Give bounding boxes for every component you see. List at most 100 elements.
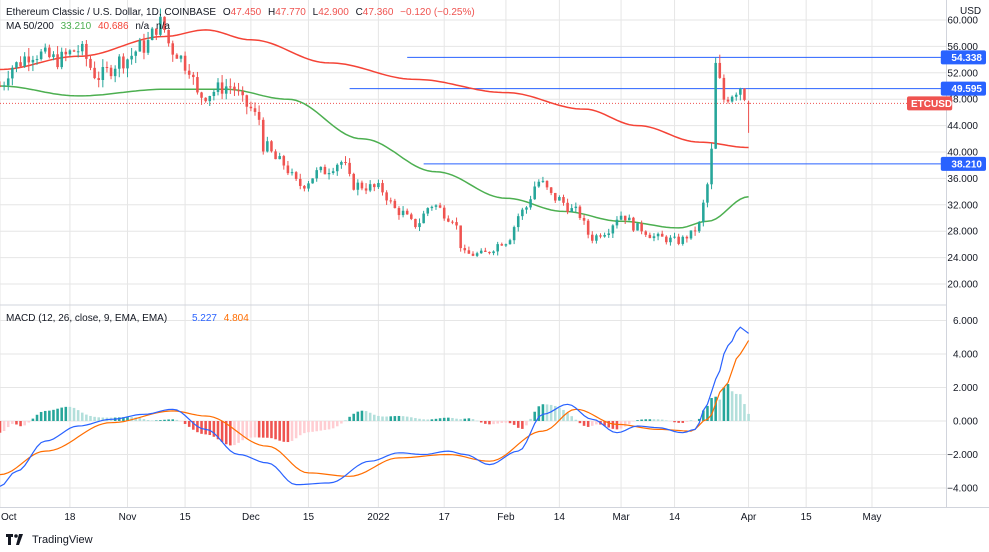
macd-legend[interactable]: MACD (12, 26, close, 9, EMA, EMA) 5.227 … (6, 313, 249, 324)
candle[interactable] (204, 97, 207, 103)
candle[interactable] (722, 74, 726, 103)
candle[interactable] (504, 243, 508, 247)
candle[interactable] (747, 100, 750, 133)
candle[interactable] (488, 251, 491, 255)
candle[interactable] (665, 235, 668, 245)
candle[interactable] (373, 183, 376, 192)
candle[interactable] (167, 29, 170, 47)
candle[interactable] (558, 195, 561, 201)
candle[interactable] (693, 226, 697, 236)
candle[interactable] (196, 71, 199, 95)
candle[interactable] (76, 45, 80, 58)
candle[interactable] (582, 214, 586, 225)
candle[interactable] (52, 51, 55, 61)
candle[interactable] (607, 228, 611, 238)
candle[interactable] (455, 217, 458, 230)
candle[interactable] (290, 168, 294, 176)
candle[interactable] (492, 250, 495, 256)
candle[interactable] (525, 206, 528, 214)
candle[interactable] (377, 179, 380, 190)
candle[interactable] (319, 166, 323, 173)
candle[interactable] (31, 55, 35, 72)
candle[interactable] (743, 88, 746, 102)
candle[interactable] (475, 251, 479, 258)
candle[interactable] (484, 247, 487, 252)
candle[interactable] (286, 160, 290, 176)
candle[interactable] (364, 183, 368, 195)
candle[interactable] (648, 232, 652, 239)
candle[interactable] (241, 86, 244, 102)
candle[interactable] (615, 216, 619, 229)
candle[interactable] (323, 164, 327, 175)
candle[interactable] (578, 205, 582, 220)
candle[interactable] (118, 54, 121, 78)
candle[interactable] (257, 105, 261, 126)
candle[interactable] (652, 233, 656, 242)
candle[interactable] (706, 182, 709, 208)
candle[interactable] (447, 215, 450, 223)
candle[interactable] (27, 47, 31, 72)
candle[interactable] (187, 64, 191, 79)
candle[interactable] (200, 91, 203, 105)
candle[interactable] (303, 185, 306, 192)
candle[interactable] (611, 224, 615, 239)
candle[interactable] (479, 248, 483, 254)
candle[interactable] (516, 213, 520, 232)
candle[interactable] (529, 195, 532, 210)
candle[interactable] (726, 96, 730, 104)
candle[interactable] (327, 168, 331, 180)
candle[interactable] (718, 54, 722, 79)
candle[interactable] (397, 206, 401, 220)
candle[interactable] (212, 88, 216, 101)
candle[interactable] (599, 233, 602, 239)
candle[interactable] (681, 235, 685, 246)
candle[interactable] (405, 208, 409, 215)
candle[interactable] (385, 190, 388, 205)
candle[interactable] (500, 242, 504, 246)
candle[interactable] (43, 43, 47, 54)
candle[interactable] (105, 61, 109, 73)
candle[interactable] (171, 40, 175, 62)
candle[interactable] (249, 101, 253, 112)
candle[interactable] (344, 156, 347, 166)
candle[interactable] (270, 140, 273, 153)
candle[interactable] (331, 167, 335, 175)
candle[interactable] (553, 192, 557, 204)
candle[interactable] (537, 179, 541, 188)
tradingview-branding[interactable]: TradingView (6, 532, 93, 548)
candle[interactable] (113, 65, 117, 83)
candle[interactable] (360, 180, 364, 191)
candle[interactable] (710, 143, 713, 190)
ma-legend[interactable]: MA 50/200 33.210 40.686 n/a n/a (6, 21, 170, 32)
candle[interactable] (636, 223, 639, 231)
candle[interactable] (734, 92, 738, 101)
candle[interactable] (471, 251, 475, 257)
candle[interactable] (574, 202, 578, 213)
series-legend[interactable]: Ethereum Classic / U.S. Dollar, 1D, COIN… (6, 7, 475, 18)
candle[interactable] (245, 94, 249, 115)
candle[interactable] (389, 197, 393, 204)
candle[interactable] (266, 136, 269, 153)
candle[interactable] (426, 207, 430, 217)
candle[interactable] (237, 82, 240, 96)
candle[interactable] (422, 210, 425, 224)
candle[interactable] (335, 163, 339, 176)
candle[interactable] (68, 49, 72, 57)
candle[interactable] (85, 40, 88, 67)
candle[interactable] (233, 82, 236, 97)
candle[interactable] (282, 154, 286, 170)
candle[interactable] (192, 71, 195, 85)
candle[interactable] (368, 180, 372, 193)
candle[interactable] (595, 233, 598, 244)
candle[interactable] (591, 231, 594, 244)
candle[interactable] (418, 218, 421, 232)
candle[interactable] (109, 64, 113, 80)
candle[interactable] (467, 246, 471, 254)
candle[interactable] (163, 16, 166, 33)
candle[interactable] (549, 187, 553, 196)
candle[interactable] (438, 202, 442, 209)
candle[interactable] (315, 167, 318, 182)
candle[interactable] (566, 198, 569, 215)
candle[interactable] (146, 31, 150, 55)
candle[interactable] (229, 78, 232, 94)
